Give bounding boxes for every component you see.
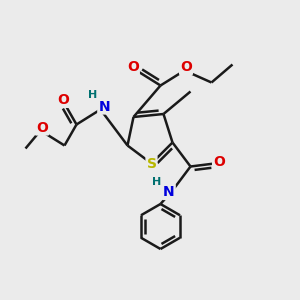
Text: O: O xyxy=(57,93,69,107)
Text: N: N xyxy=(98,100,110,113)
Text: H: H xyxy=(152,177,161,187)
Text: S: S xyxy=(146,157,157,170)
Text: O: O xyxy=(36,121,48,134)
Text: H: H xyxy=(88,90,98,100)
Text: O: O xyxy=(127,60,139,74)
Text: O: O xyxy=(213,155,225,169)
Text: O: O xyxy=(180,60,192,74)
Text: N: N xyxy=(163,185,175,199)
